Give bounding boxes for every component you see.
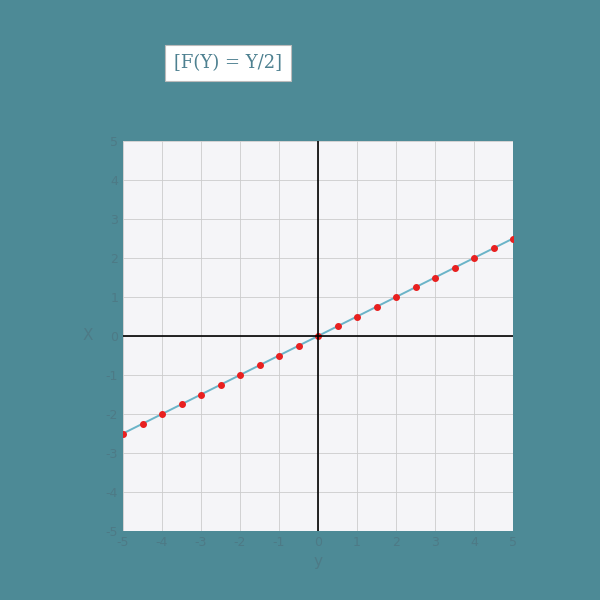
Point [332,322,342,331]
Point [138,419,148,428]
Point [274,350,284,360]
Point [235,370,245,380]
Point [430,272,440,282]
Point [255,361,265,370]
Point [508,233,518,244]
Point [313,331,323,341]
Point [216,380,226,389]
Point [118,428,128,438]
Text: [F(Y) = Y/2]: [F(Y) = Y/2] [174,54,282,72]
Point [294,341,304,350]
Point [372,302,382,311]
Point [157,409,167,419]
Point [391,292,401,302]
Point [450,263,460,272]
Point [177,400,187,409]
X-axis label: y: y [314,554,323,569]
Point [488,244,498,253]
Y-axis label: X: X [83,329,93,343]
Point [469,253,479,263]
Point [196,390,206,400]
Point [410,283,420,292]
Point [352,312,362,322]
